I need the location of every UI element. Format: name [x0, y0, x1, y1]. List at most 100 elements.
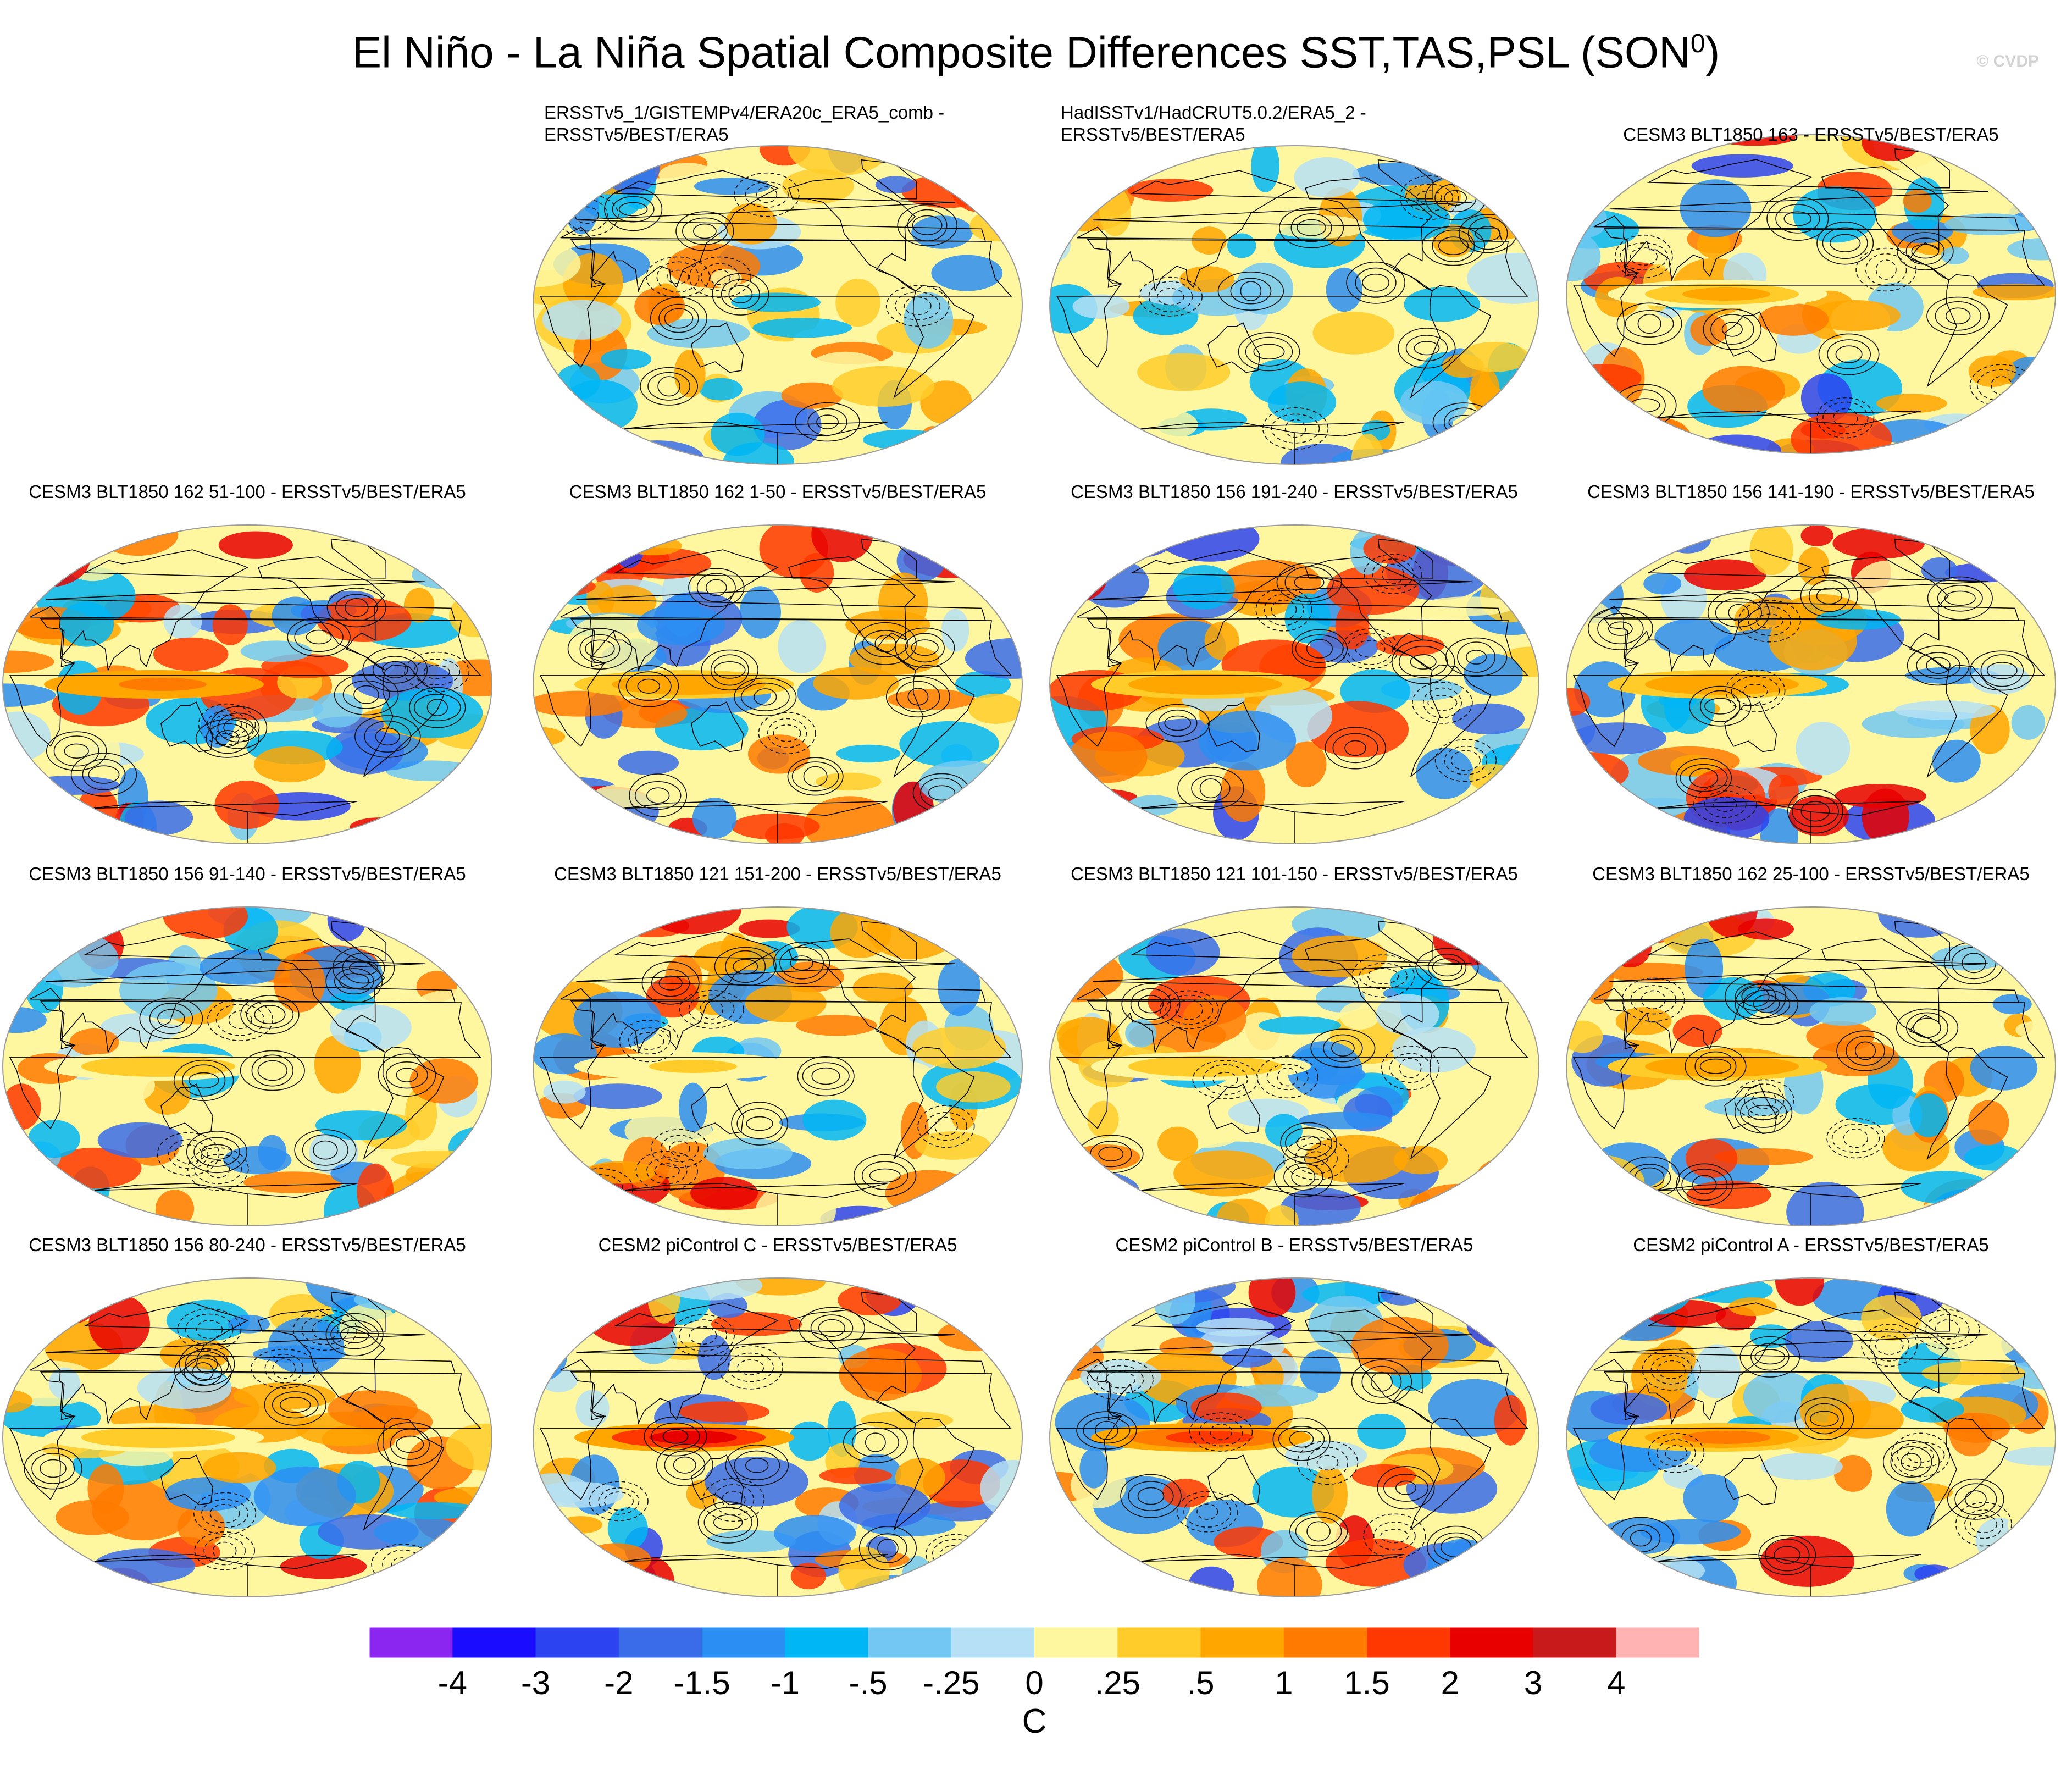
anomaly-patch	[1801, 525, 1833, 546]
anomaly-patch	[1271, 215, 1369, 239]
anomaly-patch	[1553, 814, 1611, 871]
anomaly-patch	[499, 575, 596, 598]
anomaly-patch	[1404, 287, 1480, 322]
map-panel-p3: CESM3 BLT1850 163 - ERSSTv5/BEST/ERA5	[1553, 96, 2069, 459]
anomaly-patch	[1673, 1015, 1722, 1047]
anomaly-patch	[601, 349, 651, 370]
anomaly-patch	[1284, 593, 1331, 643]
anomaly-patch	[839, 1483, 931, 1528]
anomaly-patch	[748, 734, 810, 773]
anomaly-patch	[1970, 1046, 2038, 1090]
anomaly-patch	[1482, 203, 1541, 222]
panel-title-line: ERSSTv5_1/GISTEMPv4/ERA20c_ERA5_comb -	[544, 102, 944, 124]
map-panel-p4: CESM3 BLT1850 162 51-100 - ERSSTv5/BEST/…	[0, 486, 506, 849]
colorbar-tick-label: 2	[1441, 1664, 1459, 1701]
anomaly-patch	[1259, 1016, 1341, 1034]
anomaly-patch	[1931, 945, 2005, 971]
map-p3	[1553, 107, 2069, 470]
map-panel-p5: CESM3 BLT1850 162 1-50 - ERSSTv5/BEST/ER…	[519, 486, 1036, 849]
anomaly-patch	[1580, 918, 1629, 941]
anomaly-patch	[1878, 892, 1962, 938]
anomaly-patch	[968, 694, 1023, 724]
anomaly-patch	[513, 1330, 567, 1382]
anomaly-patch	[1511, 1566, 1542, 1596]
anomaly-patch	[1038, 189, 1072, 231]
anomaly-patch	[811, 507, 873, 562]
anomaly-patch	[1543, 598, 1616, 658]
anomaly-patch	[1305, 1135, 1408, 1183]
map-field	[1539, 517, 2056, 871]
anomaly-patch	[885, 1170, 975, 1216]
anomaly-patch	[698, 1335, 731, 1380]
colorbar-swatch	[619, 1627, 702, 1658]
anomaly-patch	[1089, 914, 1118, 939]
anomaly-patch	[1357, 1414, 1406, 1449]
anomaly-patch	[863, 430, 945, 450]
anomaly-patch	[1049, 959, 1082, 992]
colorbar-tick-label: -4	[438, 1664, 467, 1701]
anomaly-patch	[1813, 1040, 1899, 1076]
anomaly-patch	[200, 949, 285, 985]
anomaly-patch	[559, 1516, 602, 1534]
colorbar-swatch	[536, 1627, 619, 1658]
anomaly-patch	[699, 378, 743, 401]
anomaly-patch	[2007, 238, 2072, 260]
anomaly-patch	[1433, 913, 1506, 965]
anomaly-patch	[1326, 268, 1362, 312]
anomaly-patch	[778, 620, 826, 673]
map-field	[1547, 880, 2068, 1242]
map-panel-p13: CESM2 piControl C - ERSSTv5/BEST/ERA5	[519, 1240, 1036, 1602]
anomaly-patch	[1988, 405, 2032, 447]
colorbar-swatch	[702, 1627, 785, 1658]
panel-title-line: CESM3 BLT1850 156 80-240 - ERSSTv5/BEST/…	[0, 1234, 506, 1256]
anomaly-patch	[213, 604, 248, 645]
anomaly-patch	[463, 942, 502, 967]
anomaly-patch	[618, 751, 679, 775]
anomaly-patch	[1449, 434, 1526, 464]
anomaly-patch	[955, 1558, 1048, 1596]
anomaly-patch	[788, 1422, 830, 1461]
anomaly-patch	[1761, 1453, 1843, 1480]
colorbar-units: C	[1022, 1702, 1047, 1740]
colorbar-tick-label: -1.5	[673, 1664, 730, 1701]
anomaly-patch	[0, 512, 30, 543]
anomaly-patch	[1051, 1515, 1091, 1556]
anomaly-patch	[1452, 704, 1525, 734]
map-panel-p14: CESM2 piControl B - ERSSTv5/BEST/ERA5	[1036, 1240, 1553, 1602]
anomaly-patch	[1467, 1302, 1541, 1348]
anomaly-patch	[1065, 424, 1144, 483]
anomaly-patch	[1027, 948, 1123, 1002]
anomaly-patch	[1546, 1280, 1647, 1321]
anomaly-patch	[98, 1122, 183, 1158]
figure-title-superscript: 0	[1691, 29, 1705, 58]
enso-tongue	[1682, 1431, 1770, 1444]
map-panel-p11: CESM3 BLT1850 162 25-100 - ERSSTv5/BEST/…	[1553, 869, 2069, 1231]
panel-title-line: CESM3 BLT1850 121 151-200 - ERSSTv5/BEST…	[519, 863, 1036, 885]
psl-contour-negative	[588, 1181, 612, 1197]
anomaly-patch	[625, 536, 682, 555]
colorbar-swatch	[785, 1627, 868, 1658]
anomaly-patch	[957, 1258, 1012, 1309]
anomaly-patch	[904, 1196, 1006, 1227]
anomaly-patch	[1, 1188, 81, 1219]
map-p1	[519, 118, 1036, 481]
map-p14	[1036, 1251, 1553, 1613]
anomaly-patch	[1073, 294, 1130, 319]
anomaly-patch	[911, 215, 973, 249]
enso-tongue	[649, 1060, 737, 1073]
anomaly-patch	[1189, 1567, 1234, 1602]
anomaly-patch	[980, 1460, 1045, 1518]
anomaly-patch	[156, 1190, 194, 1227]
panel-title: CESM2 piControl A - ERSSTv5/BEST/ERA5	[1553, 1234, 2069, 1256]
map-p10	[1036, 880, 1553, 1242]
anomaly-patch	[711, 413, 765, 456]
cvdp-credit: © CVDP	[1976, 52, 2039, 71]
anomaly-patch	[1994, 924, 2030, 954]
anomaly-patch	[1559, 1572, 1650, 1599]
map-p12	[0, 1251, 506, 1613]
panel-title-line: ERSSTv5/BEST/ERA5	[1061, 124, 1366, 146]
anomaly-patch	[740, 586, 781, 638]
anomaly-patch	[679, 1083, 707, 1132]
panel-title: CESM3 BLT1850 162 1-50 - ERSSTv5/BEST/ER…	[519, 481, 1036, 503]
anomaly-patch	[446, 932, 491, 952]
